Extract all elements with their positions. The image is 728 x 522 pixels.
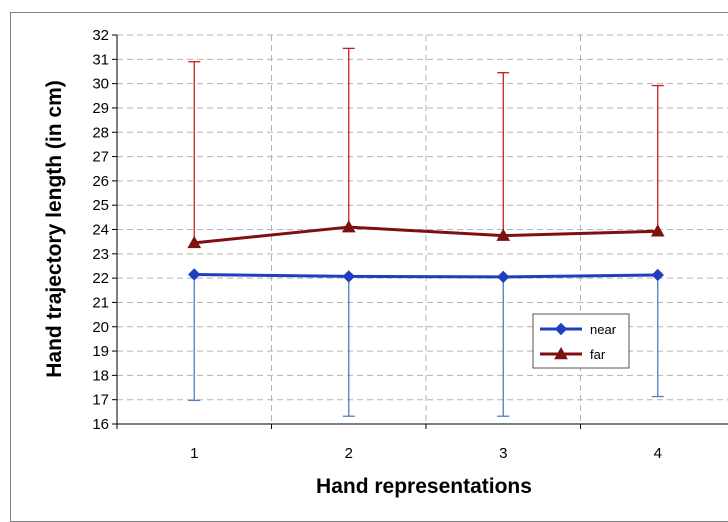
y-tick-label: 20: [92, 319, 109, 336]
y-tick-label: 28: [92, 124, 109, 141]
legend-box: [532, 313, 630, 369]
error-bars: [188, 47, 664, 417]
data-point-near: [497, 270, 510, 284]
x-tick-label: 2: [345, 445, 353, 462]
y-tick-label: 23: [92, 246, 109, 263]
y-tick-label: 27: [92, 149, 109, 166]
legend-label-far: far: [590, 347, 606, 362]
data-point-far: [341, 220, 356, 233]
data-point-near: [651, 268, 664, 282]
series-line-near: [194, 272, 658, 279]
data-point-far: [650, 224, 665, 237]
y-tick-label: 18: [92, 367, 109, 384]
y-tick-label: 16: [92, 416, 109, 433]
y-tick-label: 22: [92, 270, 109, 287]
data-point-near: [342, 270, 355, 283]
x-axis-title: Hand representations: [316, 475, 532, 498]
x-tick-label: 3: [499, 445, 507, 462]
y-tick-label: 30: [92, 76, 109, 93]
series-line-far: [194, 225, 658, 245]
y-tick-labels: 16 17 18 19 20 21 22 23 24 25 26 27 28 29 30 31 32: [92, 27, 109, 433]
grid-lines: [117, 34, 728, 424]
x-tick-label: 1: [190, 445, 198, 462]
legend-label-near: near: [590, 322, 617, 337]
axes: [112, 34, 728, 429]
x-tick-labels: 1 2 3 4: [190, 445, 662, 462]
y-tick-label: 17: [92, 392, 109, 409]
legend-marker-far: [554, 346, 568, 360]
y-tick-label: 24: [92, 222, 109, 239]
y-tick-label: 31: [92, 51, 109, 68]
series-lines: [194, 225, 658, 279]
y-axis-title: Hand trajectory length (in cm): [43, 80, 66, 378]
y-tick-label: 19: [92, 343, 109, 360]
legend: near far: [532, 313, 630, 369]
y-tick-label: 26: [92, 173, 109, 190]
y-tick-label: 29: [92, 100, 109, 117]
data-point-far: [187, 235, 202, 249]
legend-marker-near: [554, 322, 568, 336]
x-tick-label: 4: [654, 445, 662, 462]
data-markers: [187, 220, 665, 284]
data-point-near: [188, 268, 201, 281]
y-tick-label: 25: [92, 197, 109, 214]
data-point-far: [496, 228, 511, 241]
y-tick-label: 21: [92, 294, 109, 311]
y-tick-label: 32: [92, 27, 109, 44]
chart-frame: [10, 12, 728, 522]
